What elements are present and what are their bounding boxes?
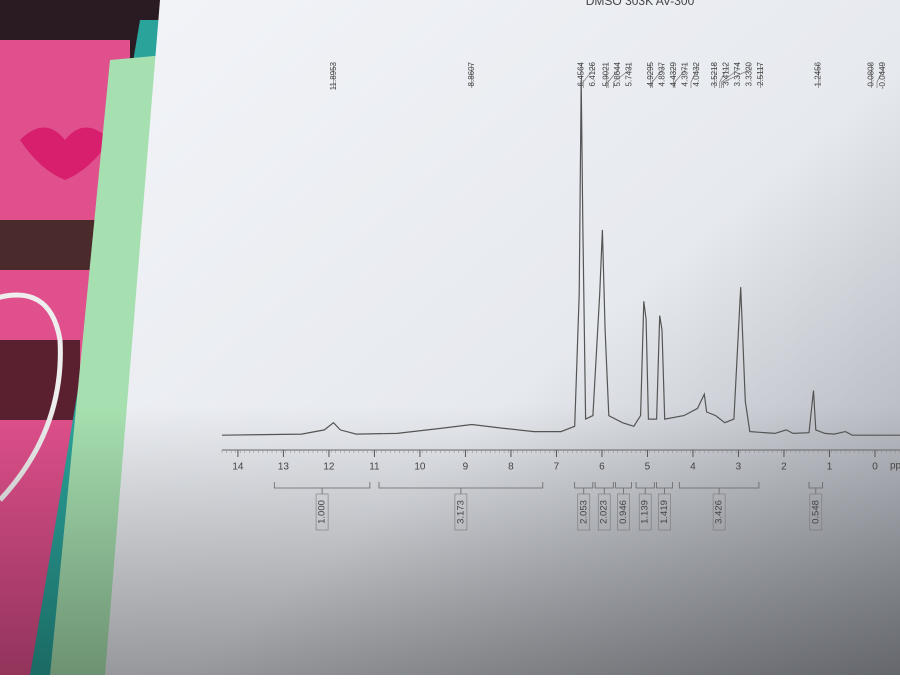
- peak-label: 5.7431: [625, 61, 634, 86]
- x-tick-label: 13: [278, 462, 290, 473]
- x-tick-label: 0: [872, 462, 878, 473]
- integral-label: 1.139: [640, 500, 651, 524]
- x-tick-label: 2: [781, 462, 787, 473]
- peak-label: 4.4329: [669, 61, 678, 86]
- integral-label: 0.946: [618, 500, 629, 524]
- integral-label: 3.426: [714, 500, 725, 524]
- peak-label: 5.8644: [613, 61, 622, 86]
- integral-label: 1.419: [659, 500, 670, 524]
- integral-label: 0.548: [810, 500, 821, 524]
- peak-label: 4.9295: [646, 61, 655, 86]
- x-tick-label: 14: [232, 462, 244, 473]
- peak-label: 5.9021: [602, 61, 611, 86]
- x-tick-label: 6: [599, 462, 605, 473]
- x-tick-label: 5: [645, 462, 651, 473]
- peak-label: 4.0432: [692, 61, 701, 86]
- peak-label: 6.4126: [588, 61, 597, 86]
- chart-title: DMSO 303K AV-300: [586, 0, 695, 8]
- peak-label: 11.8953: [329, 61, 338, 90]
- peak-label: 4.8937: [657, 61, 666, 86]
- integral-label: 1.000: [317, 500, 328, 524]
- x-tick-label: 3: [736, 462, 742, 473]
- x-tick-label: 12: [323, 462, 335, 473]
- peak-label: 3.3320: [744, 61, 753, 86]
- x-tick-label: 8: [508, 462, 514, 473]
- x-tick-label: 11: [369, 462, 380, 473]
- x-tick-label: 1: [827, 462, 833, 473]
- peak-label: 6.4564: [576, 61, 585, 86]
- peak-label: 2.5117: [756, 61, 765, 85]
- x-tick-label: 7: [554, 462, 560, 473]
- peak-label: 4.3971: [680, 61, 689, 86]
- peak-label: 0.0808: [866, 61, 875, 86]
- peak-label: -0.0449: [878, 61, 887, 89]
- x-tick-label: 4: [690, 462, 696, 473]
- peak-label: 3.5218: [710, 61, 719, 86]
- peak-label: 8.8607: [467, 61, 476, 86]
- x-axis-label: ppm: [890, 461, 900, 472]
- x-tick-label: 10: [414, 462, 426, 473]
- peak-label: 3.4112: [721, 61, 730, 85]
- peak-label: 1.2456: [813, 61, 822, 86]
- integral-label: 3.173: [455, 500, 466, 524]
- x-tick-label: 9: [463, 462, 469, 473]
- integral-label: 2.023: [599, 500, 610, 524]
- integral-label: 2.053: [578, 500, 589, 524]
